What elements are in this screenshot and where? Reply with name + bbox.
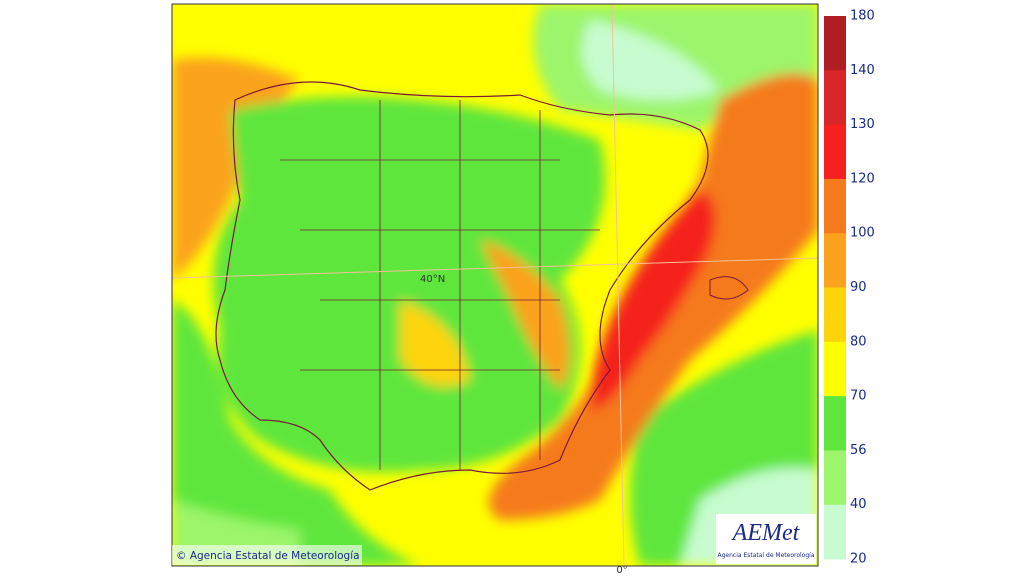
legend-band (824, 504, 846, 560)
legend-band (824, 70, 846, 126)
legend-band (824, 233, 846, 288)
legend: 180 140 130 120 100 90 80 70 56 40 20 (824, 9, 875, 567)
legend-band (824, 178, 846, 234)
legend-label: 20 (850, 552, 867, 567)
legend-label: 80 (850, 334, 867, 349)
latitude-label: 40°N (420, 274, 445, 285)
legend-band (824, 16, 846, 71)
logo-subtitle: Agencia Estatal de Meteorología (718, 552, 815, 559)
legend-label: 100 (850, 226, 875, 241)
map-frame (171, 3, 819, 567)
legend-label: 56 (850, 443, 867, 458)
legend-label: 40 (850, 497, 867, 512)
legend-band (824, 341, 846, 397)
legend-label: 120 (850, 171, 875, 186)
legend-label: 180 (850, 9, 875, 24)
logo-box (716, 514, 816, 564)
legend-label: 70 (850, 389, 867, 404)
logo: AEMet (731, 520, 801, 546)
longitude-label: 0° (616, 565, 627, 576)
legend-band (824, 124, 846, 180)
legend-band (824, 450, 846, 506)
legend-band (824, 396, 846, 451)
field-map (172, 4, 818, 566)
copyright: © Agencia Estatal de Meteorología (176, 550, 360, 562)
legend-label: 130 (850, 117, 875, 132)
legend-label: 140 (850, 63, 875, 78)
legend-label: 90 (850, 280, 867, 295)
legend-band (824, 287, 846, 343)
